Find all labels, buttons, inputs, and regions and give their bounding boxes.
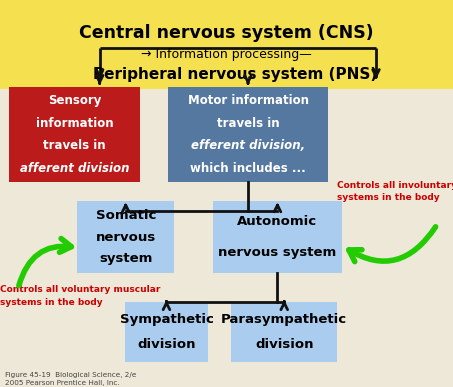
Text: nervous system: nervous system: [218, 246, 337, 259]
Text: Figure 45-19  Biological Science, 2/e: Figure 45-19 Biological Science, 2/e: [5, 372, 136, 378]
FancyArrowPatch shape: [349, 227, 436, 262]
Text: Central nervous system (CNS): Central nervous system (CNS): [79, 24, 374, 42]
FancyArrowPatch shape: [19, 238, 71, 286]
Text: Somatic: Somatic: [96, 209, 156, 222]
Text: → Information processing—: → Information processing—: [141, 48, 312, 62]
Text: which includes ...: which includes ...: [190, 162, 306, 175]
Bar: [77, 201, 174, 273]
Text: system: system: [99, 252, 152, 265]
Text: efferent division,: efferent division,: [191, 139, 305, 152]
Text: information: information: [36, 117, 114, 130]
Bar: [168, 87, 328, 182]
Text: afferent division: afferent division: [20, 162, 130, 175]
Text: nervous: nervous: [96, 231, 156, 243]
Text: Autonomic: Autonomic: [237, 215, 318, 228]
Bar: [9, 87, 140, 182]
Bar: [231, 302, 337, 362]
Bar: [213, 201, 342, 273]
Text: Parasympathetic: Parasympathetic: [221, 313, 347, 326]
Text: Controls all voluntary muscular
systems in the body: Controls all voluntary muscular systems …: [0, 285, 160, 307]
Bar: [0, 0, 453, 89]
Text: travels in: travels in: [43, 139, 106, 152]
Text: division: division: [137, 338, 196, 351]
Text: Peripheral nervous system (PNS): Peripheral nervous system (PNS): [93, 67, 378, 82]
Text: travels in: travels in: [217, 117, 280, 130]
Text: Controls all involuntary
systems in the body: Controls all involuntary systems in the …: [337, 181, 453, 202]
Bar: [125, 302, 208, 362]
Text: Motor information: Motor information: [188, 94, 308, 107]
Text: Sympathetic: Sympathetic: [120, 313, 213, 326]
Text: division: division: [255, 338, 313, 351]
Text: Sensory: Sensory: [48, 94, 101, 107]
Text: 2005 Pearson Prentice Hall, Inc.: 2005 Pearson Prentice Hall, Inc.: [5, 380, 119, 386]
